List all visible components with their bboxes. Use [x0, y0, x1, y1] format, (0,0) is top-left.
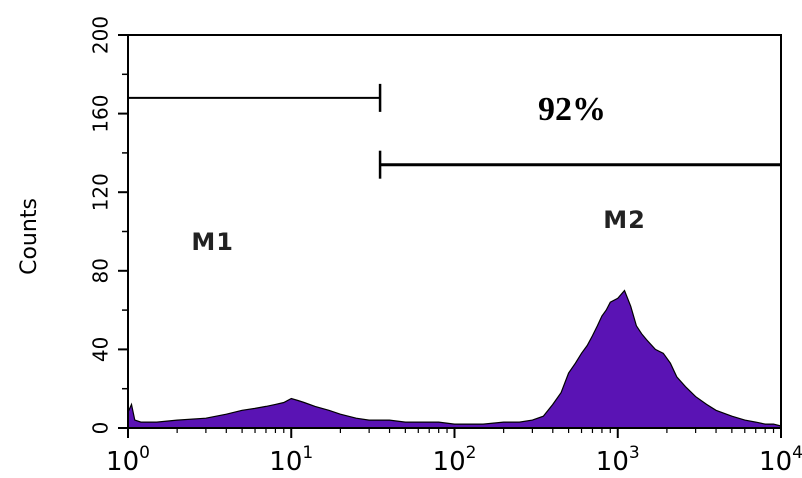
x-tick-label: 101	[269, 443, 313, 477]
x-tick-label: 102	[433, 443, 477, 477]
histogram-area	[127, 289, 782, 429]
marker-label-m1: M1	[191, 228, 234, 256]
y-tick-label: 80	[89, 258, 113, 283]
x-tick-label: 104	[759, 443, 802, 477]
y-tick-label: 40	[89, 337, 113, 362]
y-axis-label: Counts	[17, 198, 42, 275]
y-tick-label: 160	[89, 95, 113, 133]
y-tick-label: 200	[89, 16, 113, 54]
marker-label-m2: M2	[603, 206, 646, 234]
y-tick-label: 120	[89, 173, 113, 211]
x-tick-label: 100	[106, 443, 150, 477]
percent-annotation: 92%	[538, 91, 606, 128]
y-tick-label: 0	[89, 422, 113, 435]
x-tick-label: 103	[596, 443, 640, 477]
